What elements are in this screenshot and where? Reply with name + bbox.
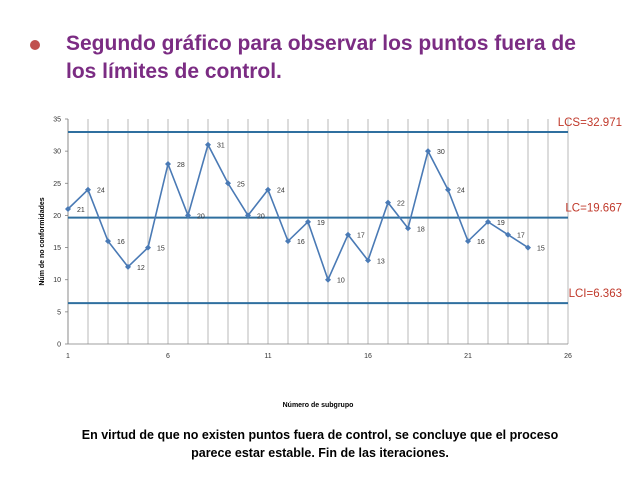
series-line xyxy=(67,142,529,282)
control-label-lcs: LCS=32.971 xyxy=(558,117,622,129)
data-point xyxy=(365,257,371,264)
data-point xyxy=(325,276,331,283)
data-label: 15 xyxy=(537,246,545,253)
data-point xyxy=(385,199,391,206)
data-point xyxy=(505,231,511,238)
data-point xyxy=(245,212,251,219)
y-tick-label: 15 xyxy=(53,245,61,252)
data-label: 16 xyxy=(477,239,485,246)
title-bullet xyxy=(30,40,40,50)
data-label: 28 xyxy=(177,162,185,169)
x-axis-title: Número de subgrupo xyxy=(283,402,354,409)
y-tick-label: 10 xyxy=(53,277,61,284)
data-point xyxy=(105,238,111,245)
data-label: 25 xyxy=(237,181,245,188)
y-tick-label: 30 xyxy=(53,149,61,156)
x-tick-label: 26 xyxy=(564,353,572,360)
data-point xyxy=(445,186,451,193)
x-tick-label: 16 xyxy=(364,353,372,360)
data-point xyxy=(525,244,531,251)
data-point xyxy=(465,238,471,245)
data-point xyxy=(305,218,311,225)
data-label: 13 xyxy=(377,258,385,265)
y-tick-label: 0 xyxy=(57,342,61,349)
y-tick-label: 20 xyxy=(53,213,61,220)
data-label: 18 xyxy=(417,226,425,233)
data-point xyxy=(65,206,71,212)
data-point xyxy=(345,231,351,238)
data-label: 12 xyxy=(137,265,145,272)
x-tick-label: 1 xyxy=(66,353,70,360)
y-tick-label: 25 xyxy=(53,181,61,188)
data-label: 10 xyxy=(337,278,345,285)
data-label: 16 xyxy=(297,239,305,246)
data-label: 20 xyxy=(197,213,205,220)
data-label: 21 xyxy=(77,207,85,214)
data-point xyxy=(285,238,291,245)
data-label: 24 xyxy=(97,188,105,195)
x-tick-label: 6 xyxy=(166,353,170,360)
data-point xyxy=(405,225,411,232)
data-point xyxy=(225,180,231,187)
y-tick-label: 35 xyxy=(53,117,61,124)
data-label: 17 xyxy=(517,233,525,240)
data-point xyxy=(185,212,191,219)
control-label-lc: LC=19.667 xyxy=(565,203,622,215)
data-point xyxy=(205,141,211,148)
data-point xyxy=(125,263,131,270)
data-label: 19 xyxy=(497,220,505,227)
y-tick-label: 5 xyxy=(57,309,61,316)
data-point xyxy=(425,148,431,155)
data-label: 31 xyxy=(217,143,225,150)
data-label: 19 xyxy=(317,220,325,227)
data-point xyxy=(265,186,271,193)
data-point xyxy=(485,218,491,225)
control-label-lci: LCI=6.363 xyxy=(569,288,622,300)
data-label: 24 xyxy=(277,188,285,195)
y-axis-title: Núm de no conformidades xyxy=(39,197,46,285)
data-label: 17 xyxy=(357,233,365,240)
x-tick-label: 21 xyxy=(464,353,472,360)
control-lines-layer: LCS=32.971 LC=19.667 LCI=6.363 xyxy=(68,117,622,305)
data-label: 22 xyxy=(397,201,405,208)
grid-layer xyxy=(67,119,569,344)
data-label: 15 xyxy=(157,246,165,253)
series-layer: 21 24 16 12 15 28 20 31 25 20 24 16 19 10 17 13 22 18 30 24… xyxy=(65,141,545,285)
data-point xyxy=(145,244,151,251)
x-tick-label: 11 xyxy=(264,353,271,360)
slide-title: Segundo gráfico para observar los puntos… xyxy=(66,32,576,83)
data-label: 16 xyxy=(117,239,125,246)
data-label: 20 xyxy=(257,213,265,220)
data-point xyxy=(85,186,91,193)
data-label: 24 xyxy=(457,188,465,195)
data-label: 30 xyxy=(437,149,445,156)
conclusion-text: En virtud de que no existen puntos fuera… xyxy=(81,428,559,460)
data-point xyxy=(165,161,171,167)
